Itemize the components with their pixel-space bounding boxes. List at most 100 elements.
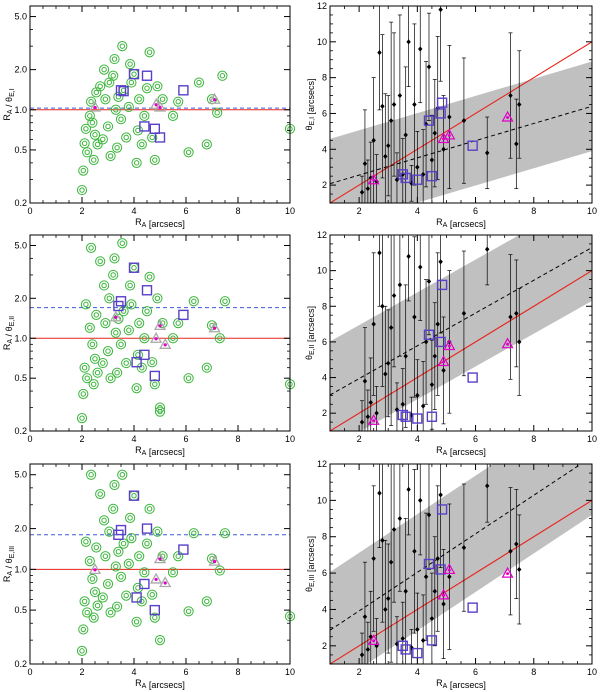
x-tick-label: 2 [79, 667, 84, 677]
data-point-circle [102, 578, 114, 590]
data-point-triangle [153, 319, 167, 331]
data-point-triangle [437, 355, 450, 367]
data-point-circle [201, 139, 212, 150]
x-tick-label: 8 [531, 206, 536, 216]
data-point [435, 252, 440, 396]
plot-area [330, 235, 592, 431]
data-point-circle [152, 526, 163, 537]
data-point-circle [108, 70, 119, 81]
data-point-square [426, 170, 438, 182]
data-point [371, 252, 376, 396]
data-point-circle [121, 590, 132, 601]
data-point [429, 572, 435, 664]
data-point-circle [152, 293, 163, 304]
data-point [383, 93, 388, 203]
data-point-circle [89, 586, 101, 598]
x-tick-label: 10 [587, 667, 597, 677]
data-point-square [149, 370, 161, 382]
data-point-square [141, 285, 153, 296]
data-point-circle [104, 293, 115, 304]
data-point [514, 489, 519, 599]
data-point [517, 288, 522, 396]
data-point-magenta [163, 581, 167, 585]
data-point-square [128, 68, 140, 80]
data-point [386, 543, 391, 654]
x-axis-label: RA [arcsecs] [436, 678, 486, 690]
data-point [406, 6, 411, 87]
data-point [359, 400, 365, 431]
data-point-magenta [158, 557, 162, 561]
data-point-circle [91, 309, 102, 320]
y-axis-label: RA / θE,III [2, 546, 16, 582]
data-point-magenta [114, 315, 118, 319]
y-tick-label: 12 [317, 459, 327, 469]
data-point-circle [108, 503, 119, 514]
data-point-circle [99, 515, 110, 526]
data-point-triangle [443, 339, 456, 351]
x-tick-label: 4 [131, 667, 136, 677]
data-point-circle [167, 110, 179, 121]
data-point [359, 632, 365, 664]
x-tick-label: 6 [473, 434, 478, 444]
data-point-circle [86, 96, 97, 107]
data-point-circle [183, 373, 194, 384]
data-point-circle [154, 635, 166, 646]
data-point-square [128, 490, 140, 501]
data-point-square [435, 564, 446, 575]
data-point-circle [131, 616, 142, 627]
data-point-circle [154, 402, 166, 413]
data-point [391, 32, 397, 177]
data-point-square [426, 635, 438, 646]
data-point-magenta [447, 568, 451, 572]
plot-frame [29, 5, 291, 204]
data-point [517, 514, 522, 625]
data-point [426, 464, 432, 570]
data-point-circle [102, 121, 114, 132]
data-point [365, 621, 371, 664]
y-tick-label: 10 [317, 37, 327, 47]
data-point-triangle [149, 572, 163, 584]
data-point-magenta [213, 326, 217, 330]
data-point-triangle [109, 310, 122, 322]
data-point [380, 464, 385, 623]
data-point [438, 235, 443, 334]
data-point-circle [84, 322, 95, 333]
plot-frame [29, 463, 291, 665]
data-point [377, 235, 382, 307]
data-point-square [128, 262, 140, 273]
x-tick-label: 8 [235, 434, 240, 444]
x-tick-label: 6 [183, 434, 188, 444]
data-point [432, 536, 437, 647]
data-point-magenta [447, 344, 451, 348]
data-point-magenta [213, 560, 217, 564]
data-point-square [131, 592, 142, 603]
data-point [368, 141, 373, 203]
data-point-circle [141, 538, 153, 549]
data-point-circle [92, 600, 103, 611]
data-point [403, 66, 408, 203]
data-point-circle [121, 132, 132, 143]
y-tick-label: 12 [317, 1, 327, 11]
data-point-circle [109, 253, 120, 264]
data-point [485, 235, 490, 286]
unity-line [330, 270, 592, 431]
data-point-square [149, 604, 161, 616]
y-tick-label: 5.0 [14, 12, 27, 22]
data-point [365, 159, 371, 203]
data-point-circle [139, 333, 150, 344]
data-point-circle [87, 573, 98, 585]
x-tick-label: 4 [415, 434, 420, 444]
data-point-circle [88, 612, 99, 623]
data-point-circle [219, 528, 231, 539]
data-point-square [435, 336, 446, 348]
data-point-magenta [506, 116, 510, 120]
data-point [485, 116, 490, 190]
data-point-circle [131, 157, 142, 168]
data-point [388, 235, 394, 427]
data-point-square [467, 602, 478, 613]
data-point-magenta [154, 577, 158, 582]
data-point-circle [167, 567, 179, 578]
data-point [429, 114, 435, 203]
data-point [371, 485, 376, 632]
